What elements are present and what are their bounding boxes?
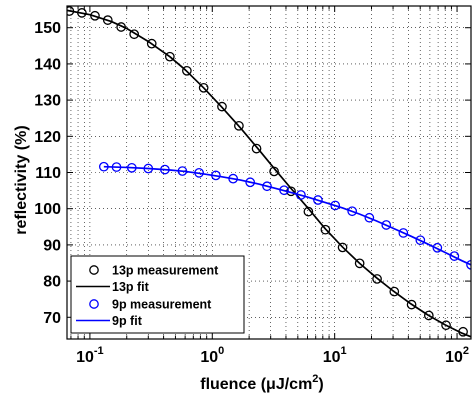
series-13p-measurement (67, 6, 468, 337)
y-tick-label: 70 (43, 310, 61, 327)
x-axis-label-main: fluence ( (200, 376, 266, 393)
y-tick-label: 110 (35, 165, 61, 182)
data-point (146, 38, 157, 49)
data-point (389, 286, 400, 297)
x-tick-label: 10-1 (76, 345, 104, 366)
y-tick-label: 140 (34, 56, 61, 73)
data-point (432, 242, 443, 253)
data-point (406, 299, 417, 310)
x-axis-label-close: ) (318, 376, 323, 393)
data-point (198, 82, 209, 93)
plot-series (67, 6, 471, 338)
data-point (313, 195, 323, 205)
legend-entry-13p-fit: 13p fit (76, 280, 150, 294)
legend-entry-9p-fit: 9p fit (76, 314, 143, 328)
fit-line (103, 165, 471, 266)
x-tick-label: 102 (445, 345, 469, 366)
data-point (364, 212, 375, 223)
y-tick-label: 130 (34, 93, 61, 110)
data-point (296, 190, 306, 200)
data-point (217, 101, 227, 112)
data-point (164, 51, 175, 62)
legend-marker-blue-circle (89, 299, 99, 309)
data-point (182, 65, 192, 76)
series-13p-fit (67, 9, 471, 338)
legend-entry-13p-measurement: 13p measurement (89, 264, 219, 278)
data-point (449, 251, 460, 261)
legend-entry-9p-measurement: 9p measurement (89, 298, 212, 312)
data-point (415, 235, 426, 246)
x-tick-label: 100 (200, 345, 224, 366)
data-point (320, 224, 331, 235)
grid-lines (67, 6, 471, 339)
data-point (330, 200, 341, 211)
y-tick-label: 90 (43, 237, 61, 254)
legend-label: 13p fit (112, 280, 150, 294)
data-point (102, 15, 113, 25)
data-point (381, 220, 392, 230)
x-axis-label-sup: 2 (312, 373, 318, 385)
data-point (234, 120, 244, 131)
data-point (337, 242, 348, 253)
data-point (347, 206, 358, 217)
y-tick-label: 120 (34, 129, 61, 146)
legend-label: 9p measurement (112, 298, 212, 312)
data-point (262, 181, 272, 192)
legend-label: 13p measurement (112, 264, 219, 278)
data-point (441, 320, 451, 331)
data-point (423, 310, 434, 321)
data-point (398, 228, 409, 238)
y-axis-label: reflectivity (%) (13, 125, 30, 234)
legend-label: 9p fit (112, 314, 143, 328)
data-point (372, 274, 382, 284)
data-point (129, 29, 140, 40)
data-point (251, 143, 262, 154)
series-9p-fit (103, 165, 471, 266)
data-point (354, 258, 365, 269)
y-tick-label: 80 (43, 274, 61, 291)
legend: 13p measurement 13p fit 9p measurement 9… (70, 255, 245, 334)
fit-line (67, 9, 471, 338)
y-tick-label: 150 (34, 20, 61, 37)
x-axis-label-mu: μ (266, 376, 276, 393)
y-tick-label: 100 (34, 201, 61, 218)
axis-ticks: 70 80 90 100 110 120 130 140 150 10-1 100 101 102 (34, 6, 471, 366)
x-axis-label-unit: J/cm (276, 376, 312, 393)
legend-marker-black-circle (89, 265, 99, 275)
x-tick-label: 101 (323, 345, 347, 366)
x-axis-label: fluence (μJ/cm2) (200, 373, 324, 393)
